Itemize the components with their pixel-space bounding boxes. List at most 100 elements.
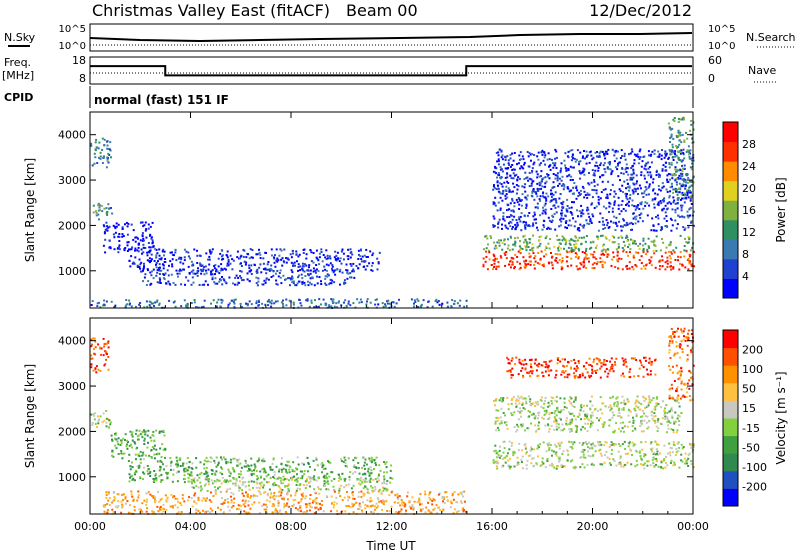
power-cell [539,199,542,202]
power-cell [647,150,650,153]
power-cell [250,303,253,306]
power-cell [551,158,553,161]
velocity-cell [239,473,242,476]
velocity-cell [211,509,214,512]
power-cell [599,164,602,167]
power-cell [209,252,212,255]
power-cell [343,281,346,284]
velocity-cell [559,459,561,462]
velocity-cell [317,508,320,511]
power-cell [151,241,154,244]
power-cell [575,187,578,189]
power-cell [372,252,375,255]
velocity-cell [269,468,272,471]
power-cell [682,148,685,151]
velocity-cell [129,468,132,471]
power-cell [346,269,349,272]
power-cell [628,243,631,246]
velocity-cell [384,500,387,503]
velocity-cell [393,501,396,504]
power-cell [517,185,520,188]
velocity-cell [373,508,376,511]
power-cell [199,264,202,267]
velocity-cell [272,484,275,487]
power-cell [549,200,552,203]
power-cell [671,224,674,227]
power-cell [683,141,686,143]
velocity-cell [179,465,182,467]
power-cell [525,241,528,244]
velocity-cell [151,446,154,448]
velocity-cell [547,430,550,433]
power-cell [620,210,623,213]
velocity-cell [634,465,637,468]
power-cell [365,303,368,306]
velocity-cell [394,494,397,497]
power-cell [285,304,288,307]
power-cell [106,159,109,162]
power-cell [350,264,353,267]
power-cell [507,159,510,162]
velocity-cell [359,483,362,486]
power-cell [565,260,568,263]
power-cell [553,164,556,167]
velocity-cell [170,494,173,497]
velocity-cell [155,477,158,480]
velocity-cell [296,487,299,490]
power-cell [534,260,537,263]
power-cell [414,301,417,303]
power-cell [499,148,502,151]
power-cell [617,267,620,270]
power-cell [250,256,253,259]
power-cell [167,280,170,283]
velocity-cell [611,448,613,451]
power-cell [601,260,604,263]
power-cell [681,204,684,207]
power-cell [297,255,300,258]
power-cell [573,248,576,251]
velocity-cell [165,464,168,467]
velocity-cell [586,463,589,466]
velocity-cell [315,506,318,509]
velocity-cell [273,492,276,494]
power-cell [530,184,533,187]
power-cell [625,187,627,190]
power-cell [130,248,133,251]
velocity-cell [159,505,162,508]
power-cell [258,301,260,303]
power-cell [259,257,262,259]
velocity-cell [570,428,573,430]
velocity-cell [146,446,149,449]
power-cell [638,184,641,187]
power-cell [532,163,535,166]
power-cell [502,215,505,218]
velocity-cell [297,508,299,511]
velocity-cell [204,477,207,480]
velocity-cell [286,502,289,505]
power-cell [162,263,165,266]
power-cell [658,188,661,191]
power-cell [585,155,588,158]
velocity-cell [291,470,294,473]
power-cell [535,170,538,173]
velocity-cell [222,456,225,459]
power-cell [533,154,536,156]
power-cell [518,203,521,206]
power-cell [515,226,518,229]
power-cell [678,268,681,271]
power-cell [690,120,693,122]
power-cell [518,216,520,219]
velocity-cell [358,472,361,475]
velocity-cell [589,408,592,411]
power-cell [640,203,643,206]
velocity-cell [212,495,215,497]
velocity-cell [147,491,150,494]
velocity-cell [232,482,235,485]
power-cell [350,251,353,254]
power-colorbar-tick: 16 [742,204,756,217]
velocity-cell [420,509,423,512]
velocity-cell [517,449,520,452]
power-cell [509,220,512,223]
power-cell [584,256,587,259]
power-cell [550,195,553,198]
